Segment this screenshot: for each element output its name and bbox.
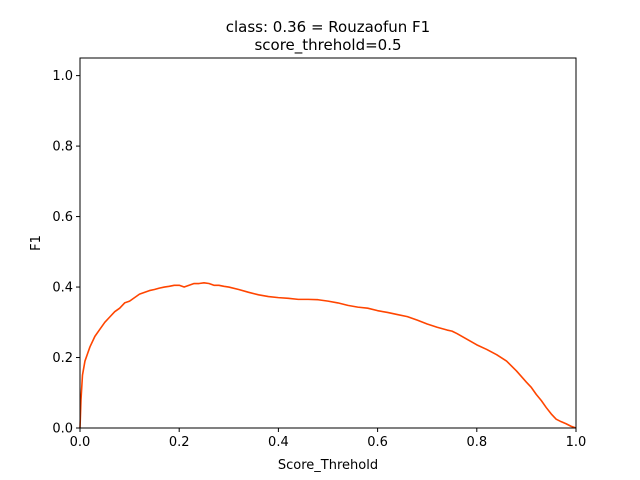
chart-title: class: 0.36 = Rouzaofun F1: [226, 18, 430, 36]
x-tick-label: 0.4: [268, 435, 289, 450]
y-tick-label: 1.0: [52, 69, 73, 84]
plot-area: [79, 57, 577, 429]
y-tick-label: 0.4: [52, 281, 73, 296]
y-tick-label: 0.6: [52, 210, 73, 225]
y-tick-label: 0.8: [52, 140, 73, 155]
x-tick-label: 0.6: [367, 435, 388, 450]
x-tick-label: 0.0: [70, 435, 91, 450]
x-axis-label: Score_Threhold: [278, 458, 378, 473]
y-tick-label: 0.0: [52, 422, 73, 437]
axes-frame: [79, 57, 577, 429]
y-axis-label: F1: [29, 235, 44, 251]
ticks: 0.0 0.2 0.4 0.6 0.8 1.0 0.0 0.2 0.4 0.6 0.8 1.0: [52, 69, 586, 450]
x-tick-label: 0.2: [169, 435, 190, 450]
series-line-0: [79, 282, 577, 429]
x-tick-label: 1.0: [566, 435, 587, 450]
x-tick-label: 0.8: [466, 435, 487, 450]
chart-title-group: class: 0.36 = Rouzaofun F1 score_threhol…: [226, 18, 430, 55]
chart-subtitle: score_threhold=0.5: [254, 36, 401, 55]
y-tick-label: 0.2: [52, 351, 73, 366]
